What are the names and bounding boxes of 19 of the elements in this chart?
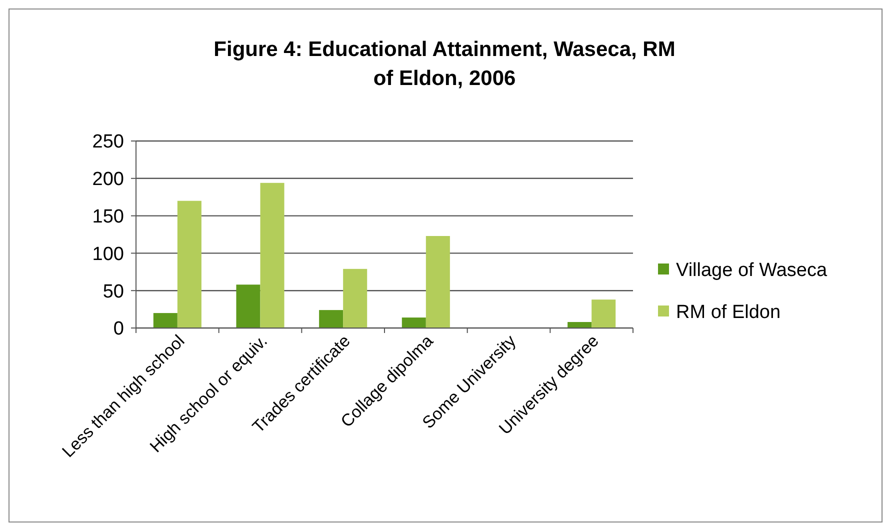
chart-title: Figure 4: Educational Attainment, Waseca, RM of Eldon, 2006 (214, 38, 676, 90)
bar (402, 318, 426, 328)
bar (153, 313, 178, 328)
bar (343, 268, 368, 328)
bar (568, 322, 592, 328)
bar (177, 200, 202, 328)
bar (319, 310, 344, 328)
bar (426, 236, 450, 328)
y-tick-label: 200 (92, 169, 124, 190)
y-tick-label: 100 (92, 244, 124, 265)
y-tick-label: 250 (92, 132, 124, 153)
legend-label: RM of Eldon (676, 302, 781, 324)
bar (260, 182, 284, 328)
y-tick-label: 150 (92, 206, 124, 228)
legend-label: Village of Waseca (676, 260, 828, 282)
y-tick-label: 0 (113, 318, 124, 340)
y-tick-label: 50 (102, 281, 124, 302)
bar (592, 300, 616, 328)
bar (236, 284, 260, 328)
